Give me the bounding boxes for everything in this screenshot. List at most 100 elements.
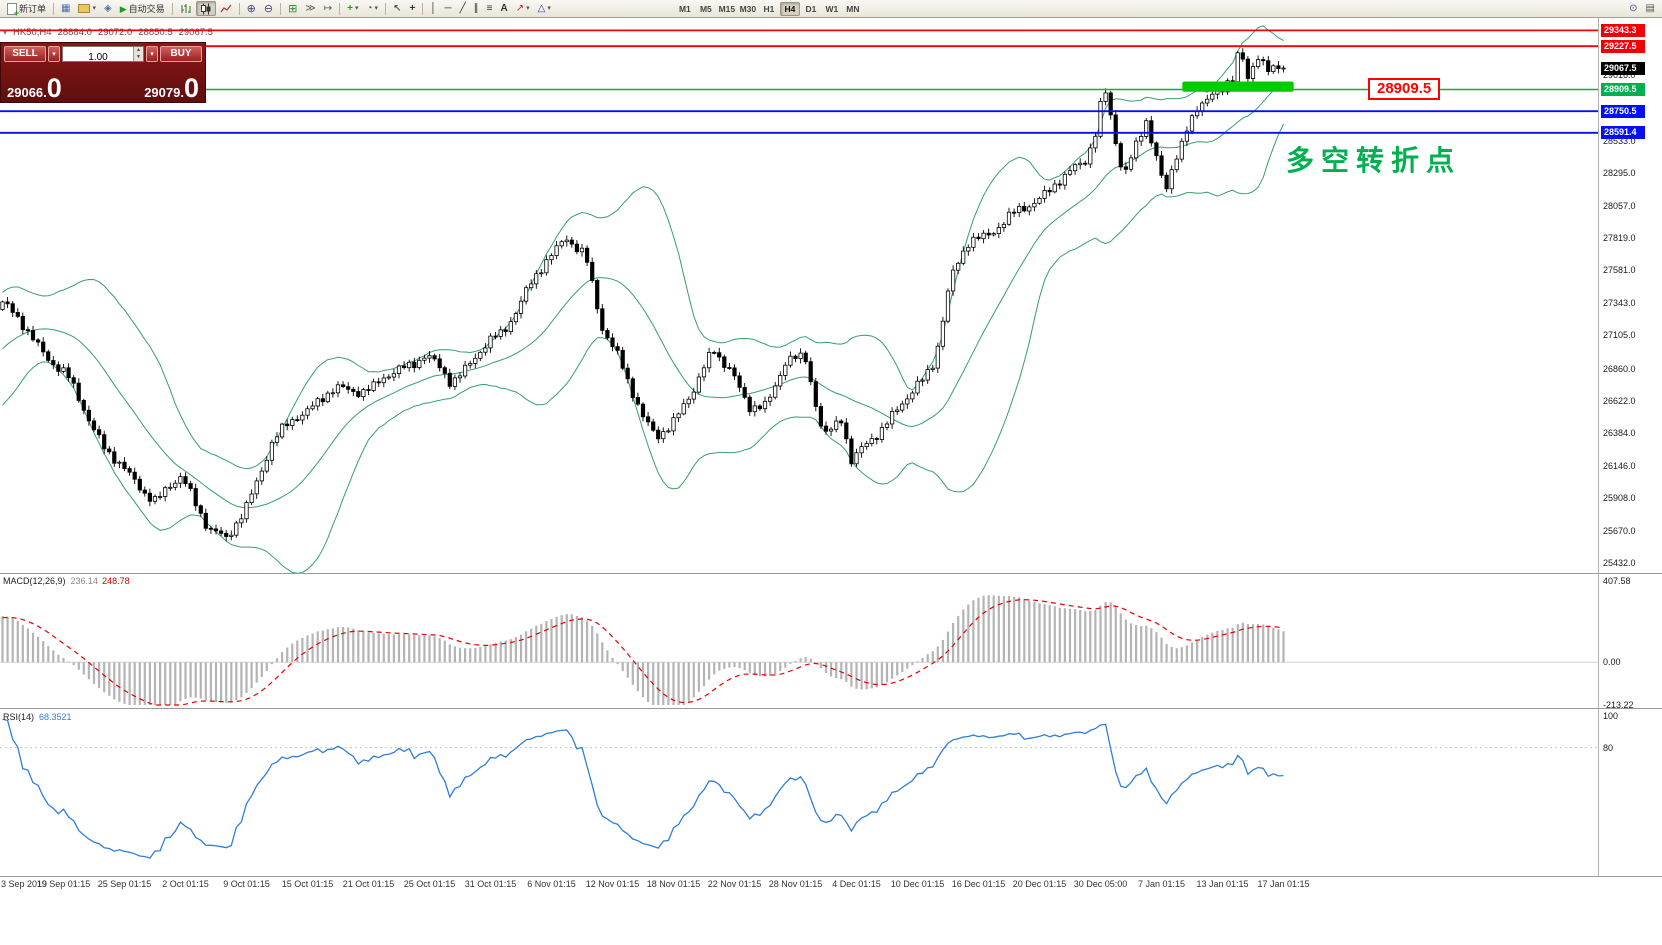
price-tick-label: 25908.0 xyxy=(1603,493,1636,504)
price-line-label: 29227.5 xyxy=(1601,39,1645,53)
sell-price[interactable]: 29066.0 xyxy=(7,73,62,103)
lot-size-input[interactable] xyxy=(63,50,143,64)
zoom-out-button[interactable]: ⊖ xyxy=(260,1,277,16)
lot-spin-up[interactable]: ▲ xyxy=(133,46,143,54)
lot-size-field: ▲ ▼ xyxy=(62,45,144,64)
panel-separator[interactable] xyxy=(0,708,1662,709)
candlestick-chart-button[interactable] xyxy=(195,1,216,16)
clock-icon: ◔ xyxy=(366,2,373,14)
arrows-tool-button[interactable]: ↗ ▾ xyxy=(512,1,534,16)
search-icon: ⊙ xyxy=(1629,2,1638,14)
price-tick-label: 26860.0 xyxy=(1603,363,1636,374)
crosshair-tool-button[interactable]: + xyxy=(405,1,419,16)
price-callout-label[interactable]: 28909.5 xyxy=(1368,78,1441,100)
time-label: 20 Dec 01:15 xyxy=(1012,879,1067,889)
timeframe-h4[interactable]: H4 xyxy=(779,1,800,16)
price-tick-label: 26146.0 xyxy=(1603,460,1636,471)
time-label: 10 Dec 01:15 xyxy=(890,879,945,889)
chevron-down-icon: ▾ xyxy=(526,4,530,12)
buy-price[interactable]: 29079.0 xyxy=(144,73,199,103)
search-button[interactable]: ⊙ xyxy=(1625,1,1641,16)
low-value: 28850.5 xyxy=(138,27,173,38)
timeframe-m5[interactable]: M5 xyxy=(699,3,712,14)
chevron-down-icon: ▾ xyxy=(374,4,379,12)
chevron-down-icon: ▾ xyxy=(92,4,96,12)
lot-step-down-button[interactable]: ▾ xyxy=(48,45,60,62)
price-tick-label: 27343.0 xyxy=(1603,297,1636,308)
timeframe-m15[interactable]: M15 xyxy=(718,3,736,14)
sell-button[interactable]: SELL xyxy=(4,45,46,62)
bar-chart-icon xyxy=(181,3,191,13)
price-tick-label: 27581.0 xyxy=(1603,265,1636,276)
toolbar-separator xyxy=(339,2,341,15)
auto-scroll-button[interactable]: ≫ xyxy=(301,1,319,16)
macd-canvas[interactable] xyxy=(0,574,1662,707)
time-label: 25 Oct 01:15 xyxy=(403,879,456,889)
timeframe-h1[interactable]: H1 xyxy=(763,3,775,14)
timeframe-d1[interactable]: D1 xyxy=(805,3,817,14)
text-tool-button[interactable]: A xyxy=(497,1,512,16)
line-chart-button[interactable] xyxy=(216,1,236,16)
bar-chart-button[interactable] xyxy=(176,1,196,16)
panel-separator[interactable] xyxy=(0,876,1662,877)
price-line-label: 28750.5 xyxy=(1601,104,1645,118)
new-order-icon xyxy=(7,2,19,18)
price-tick-label: 26622.0 xyxy=(1603,396,1636,406)
new-order-label: 新订单 xyxy=(19,4,47,14)
time-label: 21 Oct 01:15 xyxy=(342,879,395,889)
timeframe-m30[interactable]: M30 xyxy=(739,3,757,14)
fibonacci-tool-button[interactable]: ≡ xyxy=(483,1,497,16)
candlestick-chart-icon xyxy=(200,3,211,14)
lot-spin-down[interactable]: ▼ xyxy=(133,53,143,61)
rsi-canvas[interactable] xyxy=(0,710,1662,876)
window-list-button[interactable]: ▤ xyxy=(1642,1,1659,16)
autotrading-label: 自动交易 xyxy=(128,4,165,14)
lot-step-up-button[interactable]: ▾ xyxy=(146,45,158,62)
timeframe-mn[interactable]: MN xyxy=(846,3,860,14)
shapes-tool-button[interactable]: △ ▾ xyxy=(534,1,555,16)
panel-separator[interactable] xyxy=(0,573,1662,574)
price-tick-label: 28057.0 xyxy=(1603,200,1636,211)
new-order-button[interactable]: 新订单 xyxy=(3,1,50,18)
channel-tool-button[interactable]: ∥ xyxy=(470,1,483,16)
time-label: 9 Oct 01:15 xyxy=(223,879,270,889)
time-label: 6 Nov 01:15 xyxy=(527,879,576,889)
price-tick-label: 28533.0 xyxy=(1603,135,1636,146)
periods-button[interactable]: ◔ ▾ xyxy=(363,1,383,16)
zoom-in-icon: ⊕ xyxy=(246,2,256,15)
price-line-label: 29343.3 xyxy=(1601,23,1645,37)
time-label: 18 Nov 01:15 xyxy=(646,879,701,889)
price-tick-label: 27105.0 xyxy=(1603,330,1636,341)
time-axis[interactable]: 3 Sep 2019 19 Sep 01:15 25 Sep 01:15 2 Oct … xyxy=(0,877,1598,892)
toolbar-separator xyxy=(422,2,424,15)
vertical-line-tool-button[interactable]: │ xyxy=(426,1,440,16)
horizontal-line-tool-button[interactable]: ─ xyxy=(441,1,456,16)
price-tick-label: 29016.0 xyxy=(1603,70,1636,80)
buy-button[interactable]: BUY xyxy=(160,45,202,62)
time-label: 4 Dec 01:15 xyxy=(832,879,881,889)
turning-point-text[interactable]: 多空转折点 xyxy=(1286,145,1462,176)
new-chart-button[interactable]: ▦ xyxy=(57,1,74,16)
zoom-in-button[interactable]: ⊕ xyxy=(243,1,260,16)
tile-windows-button[interactable]: ⊞ xyxy=(284,1,301,16)
time-label: 17 Jan 01:15 xyxy=(1257,879,1310,889)
indicators-plus-icon: + xyxy=(347,2,353,14)
navigator-button[interactable]: ◈ xyxy=(100,1,116,16)
trendline-tool-button[interactable]: ╱ xyxy=(456,1,470,16)
timeframe-m1[interactable]: M1 xyxy=(678,3,691,14)
chart-shift-button[interactable]: ↦ xyxy=(320,1,336,16)
high-value: 29072.0 xyxy=(97,27,133,38)
main-chart-canvas[interactable] xyxy=(0,17,1662,573)
time-label: 3 Sep 2019 xyxy=(1,879,48,889)
macd-axis-label: 407.58 xyxy=(1603,576,1631,587)
open-value: 28884.0 xyxy=(57,27,92,38)
timeframe-w1[interactable]: W1 xyxy=(825,3,839,14)
chart-ohlc-header: ▾ HK50,H4 28884.0 29072.0 28850.5 29067.… xyxy=(3,27,213,38)
cursor-tool-button[interactable]: ↖ xyxy=(389,1,405,16)
chevron-down-icon: ▾ xyxy=(547,4,551,12)
one-click-toggle-icon[interactable]: ▾ xyxy=(3,28,8,37)
profiles-button[interactable]: ▾ xyxy=(74,1,100,16)
price-axis[interactable]: 29016.0 28533.0 28295.0 28057.0 27819.0 27581… xyxy=(1600,0,1662,892)
indicators-button[interactable]: + ▾ xyxy=(343,1,362,16)
autotrading-button[interactable]: ▶ 自动交易 xyxy=(116,1,169,16)
